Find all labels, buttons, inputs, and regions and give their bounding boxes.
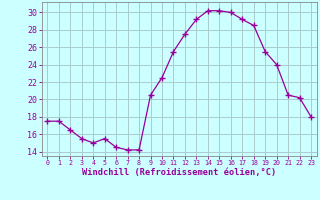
X-axis label: Windchill (Refroidissement éolien,°C): Windchill (Refroidissement éolien,°C) (82, 168, 276, 177)
